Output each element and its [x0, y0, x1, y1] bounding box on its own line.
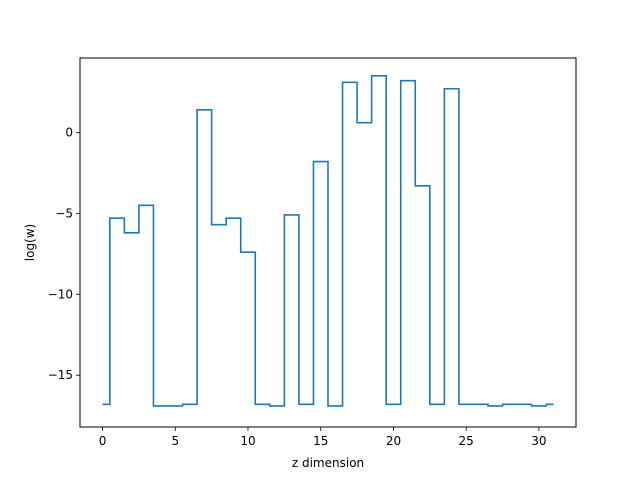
x-axis-label: z dimension — [292, 456, 364, 470]
x-tick-label: 20 — [386, 434, 401, 448]
x-tick-label: 10 — [240, 434, 255, 448]
axes-frame — [79, 57, 577, 428]
x-tick-label: 25 — [459, 434, 474, 448]
series-layer — [102, 75, 554, 407]
y-tick-label: −15 — [48, 368, 73, 382]
y-axis-label: log(w) — [23, 224, 37, 261]
x-tick-label: 30 — [531, 434, 546, 448]
x-axis-ticks: 0 5 10 15 20 25 30 — [99, 427, 547, 448]
x-tick-label: 5 — [171, 434, 179, 448]
y-axis-ticks: −15 −10 −5 0 — [48, 125, 80, 382]
y-tick-label: −10 — [48, 287, 73, 301]
y-tick-label: 0 — [65, 125, 73, 139]
x-tick-label: 0 — [99, 434, 107, 448]
x-tick-label: 15 — [313, 434, 328, 448]
y-tick-label: −5 — [55, 206, 73, 220]
series-line-0 — [102, 75, 554, 407]
